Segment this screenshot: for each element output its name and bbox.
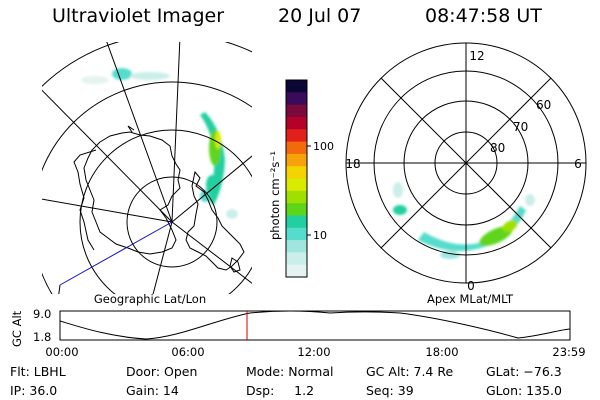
lat-label-80: 80 [490, 141, 505, 155]
xtick-1800: 18:00 [425, 345, 458, 359]
time-label: 08:47:58 UT [425, 5, 542, 27]
mlt-label-6: 6 [574, 157, 582, 171]
colorbar-segment [286, 190, 307, 204]
glat-label: GLat: −76.3 [486, 364, 562, 379]
date-label: 20 Jul 07 [278, 5, 362, 27]
seq-label: Seq: 39 [366, 383, 414, 398]
mode-label: Mode: Normal [246, 364, 334, 379]
mlt-label-0: 0 [467, 279, 475, 293]
geographic-map [42, 42, 252, 294]
mlt-label-18: 18 [345, 157, 360, 171]
altitude-timeline: 9.0 1.8 GC Alt 00:00 06:00 12:00 18:00 2… [10, 307, 586, 359]
lat-label-60: 60 [536, 98, 551, 112]
colorbar-unit-label: photon cm⁻²s⁻¹ [268, 151, 282, 240]
colorbar-segment [286, 80, 307, 93]
colorbar-segment [286, 141, 307, 155]
colorbar-segment [286, 129, 307, 143]
coastline [58, 125, 245, 294]
apex-map: 12 18 6 0 60 70 80 [345, 42, 587, 293]
gc-alt-label: GC Alt: 7.4 Re [366, 364, 454, 379]
gain-label: Gain: 14 [126, 383, 179, 398]
xtick-1200: 12:00 [297, 345, 330, 359]
door-label: Door: Open [126, 364, 198, 379]
colorbar-segment [286, 166, 307, 180]
colorbar-segment [286, 116, 307, 130]
colorbar-segment [286, 153, 307, 167]
left-map-caption: Geographic Lat/Lon [94, 292, 206, 306]
right-map-caption: Apex MLat/MLT [427, 292, 514, 306]
glon-label: GLon: 135.0 [486, 383, 562, 398]
ip-label: IP: 36.0 [10, 383, 58, 398]
latlon-grid [42, 42, 252, 294]
colorbar-segment [286, 252, 307, 266]
ytick-1.8: 1.8 [33, 330, 51, 344]
altitude-curve [59, 310, 571, 340]
ytick-9: 9.0 [33, 307, 51, 321]
colorbar-segment [286, 227, 307, 241]
xtick-0600: 06:00 [171, 345, 204, 359]
xtick-0000: 00:00 [45, 345, 78, 359]
colorbar-segment [286, 104, 307, 118]
colorbar-tick-100: 100 [313, 140, 334, 153]
colorbar-tick-10: 10 [313, 229, 327, 242]
colorbar-segment [286, 92, 307, 106]
aurora-emission-left [81, 68, 238, 219]
page-title: Ultraviolet Imager [52, 5, 225, 27]
xtick-2359: 23:59 [552, 345, 585, 359]
colorbar-segment [286, 215, 307, 229]
colorbar-segment [286, 178, 307, 192]
colorbar-segment [286, 240, 307, 253]
aurora-emission-right [393, 182, 535, 259]
colorbar-segment [286, 203, 307, 217]
colorbar: 100 10 photon cm⁻²s⁻¹ [268, 79, 334, 278]
timeline-ylabel: GC Alt [10, 310, 24, 347]
sun-direction-line [59, 221, 173, 286]
dsp-label: Dsp: 1.2 [246, 383, 315, 398]
lat-label-70: 70 [513, 120, 528, 134]
flt-label: Flt: LBHL [10, 364, 66, 379]
mlt-label-12: 12 [469, 49, 484, 63]
colorbar-segment [286, 264, 307, 278]
